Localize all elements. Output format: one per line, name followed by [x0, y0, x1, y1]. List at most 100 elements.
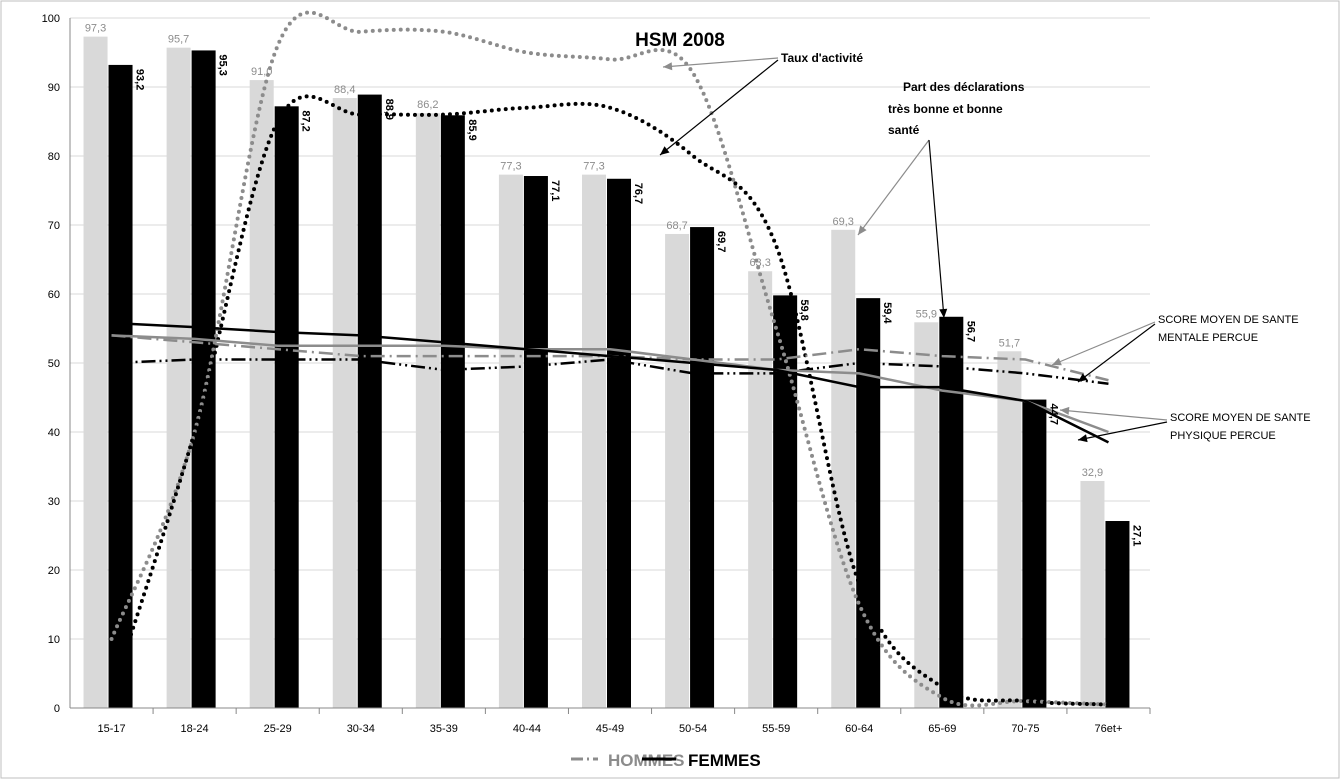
bar-label-hommes: 32,9 [1082, 467, 1103, 479]
bar-label-hommes: 55,9 [916, 308, 937, 320]
bar-hommes [166, 47, 191, 709]
bar-label-hommes: 91,0 [251, 66, 272, 78]
bar-femmes [773, 295, 798, 708]
bar-femmes [523, 176, 548, 708]
y-tick-label: 100 [42, 13, 60, 25]
bar-label-femmes: 59,8 [798, 299, 810, 320]
bar-label-femmes: 87,2 [300, 110, 312, 131]
annotation-arrow-head [1078, 373, 1088, 382]
bars [83, 36, 1130, 709]
legend-femmes-label: FEMMES [688, 751, 761, 770]
annotation-arrow-head [660, 146, 670, 155]
line-score_mental-femmes [111, 358, 1109, 385]
chart-title: HSM 2008 [635, 30, 725, 51]
x-tick-label: 60-64 [845, 723, 873, 735]
annotation-arrow-line [1059, 409, 1168, 421]
bar-hommes [582, 174, 606, 708]
bar-label-femmes: 77,1 [549, 180, 561, 201]
annotation-arrow-head [1078, 434, 1088, 443]
annotation-score-mental: SCORE MOYEN DE SANTE MENTALE PERCUE [1158, 314, 1302, 344]
annotation-arrow-line [662, 57, 779, 68]
x-tick-label: 25-29 [264, 723, 292, 735]
bar-label-femmes: 85,9 [466, 119, 478, 140]
bar-hommes [748, 271, 773, 708]
annotation-arrow-line [857, 139, 930, 236]
x-tick-label: 65-69 [928, 723, 956, 735]
annotation-arrow-head [939, 308, 948, 318]
bar-label-hommes: 77,3 [583, 161, 604, 173]
bar-femmes [108, 64, 133, 709]
bar-label-femmes: 88,9 [383, 99, 395, 120]
bar-label-hommes: 68,7 [666, 220, 687, 232]
y-tick-label: 70 [48, 220, 60, 232]
annotation-mental-line1: SCORE MOYEN DE SANTE [1158, 314, 1299, 326]
annotation-arrow-line [1077, 421, 1168, 441]
annotation-physique-line2: PHYSIQUE PERCUE [1170, 430, 1276, 442]
bar-hommes [249, 80, 274, 709]
annotation-mental-line2: MENTALE PERCUE [1158, 332, 1258, 344]
bar-label-femmes: 27,1 [1130, 525, 1142, 546]
bar-label-femmes: 69,7 [715, 231, 727, 252]
line-score_physique-femmes [111, 321, 1110, 444]
bar-label-femmes: 59,4 [881, 302, 893, 324]
annotation-part-line3: santé [888, 123, 920, 137]
bar-hommes [415, 113, 440, 709]
x-tick-label: 55-59 [762, 723, 790, 735]
x-tick-label: 30-34 [347, 723, 375, 735]
y-tick-label: 50 [48, 358, 60, 370]
bar-femmes [440, 115, 465, 709]
bar-label-femmes: 44,7 [1047, 404, 1059, 425]
data-labels: 97,3 95,7 91,0 88,4 86,2 77,3 77,3 68,7 63,3 69,3… [85, 23, 1143, 547]
x-tick-label: 40-44 [513, 723, 541, 735]
x-tick-label: 15-17 [97, 723, 125, 735]
y-tick-label: 40 [48, 427, 60, 439]
annotation-arrow-line [1051, 321, 1156, 366]
line-taux_activite-hommes [109, 10, 1111, 708]
bar-label-femmes: 95,3 [217, 54, 229, 75]
bar-hommes [1080, 480, 1105, 708]
bar-femmes [856, 298, 881, 708]
bar-femmes [607, 178, 631, 708]
annotation-part-line1: Part des déclarations [903, 80, 1025, 94]
y-tick-label: 20 [48, 565, 60, 577]
bar-label-hommes: 97,3 [85, 23, 106, 35]
bar-label-hommes: 88,4 [334, 84, 355, 96]
y-tick-label: 80 [48, 151, 60, 163]
bar-label-hommes: 69,3 [833, 216, 854, 228]
bar-label-hommes: 95,7 [168, 34, 189, 46]
legend: HOMMES FEMMES [571, 751, 761, 770]
bar-femmes [690, 227, 715, 708]
annotation-arrows [659, 57, 1168, 443]
line-score_physique-hommes [111, 334, 1109, 434]
bar-femmes [191, 50, 216, 709]
bar-hommes [914, 322, 939, 708]
annotation-arrow-head [1060, 406, 1070, 415]
bar-label-hommes: 51,7 [999, 337, 1020, 349]
bar-femmes [1022, 399, 1047, 708]
bar-label-hommes: 77,3 [500, 161, 521, 173]
annotation-arrow-line [1077, 323, 1156, 383]
annotation-taux-activite: Taux d'activité [781, 51, 863, 65]
annotation-score-physique: SCORE MOYEN DE SANTE PHYSIQUE PERCUE [1170, 412, 1314, 442]
y-tick-label: 0 [54, 703, 60, 715]
bar-hommes [997, 351, 1022, 708]
x-tick-label: 45-49 [596, 723, 624, 735]
bar-label-hommes: 86,2 [417, 99, 438, 111]
y-tick-label: 30 [48, 496, 60, 508]
y-tick-label: 60 [48, 289, 60, 301]
annotation-arrow-line [659, 59, 779, 156]
annotation-arrow-head [1052, 357, 1062, 366]
annotation-arrow-head [663, 62, 673, 71]
annotation-arrow-line [928, 139, 945, 319]
bar-femmes [939, 316, 964, 708]
bar-label-hommes: 63,3 [749, 257, 770, 269]
y-tick-label: 90 [48, 82, 60, 94]
annotation-part-line2: très bonne et bonne [888, 102, 1003, 116]
annotation-part-declarations: Part des déclarations très bonne et bonn… [888, 80, 1028, 137]
bar-label-femmes: 93,2 [134, 69, 146, 90]
x-tick-label: 50-54 [679, 723, 707, 735]
x-tick-label: 18-24 [181, 723, 209, 735]
bar-label-femmes: 76,7 [632, 183, 644, 204]
annotation-physique-line1: SCORE MOYEN DE SANTE [1170, 412, 1311, 424]
